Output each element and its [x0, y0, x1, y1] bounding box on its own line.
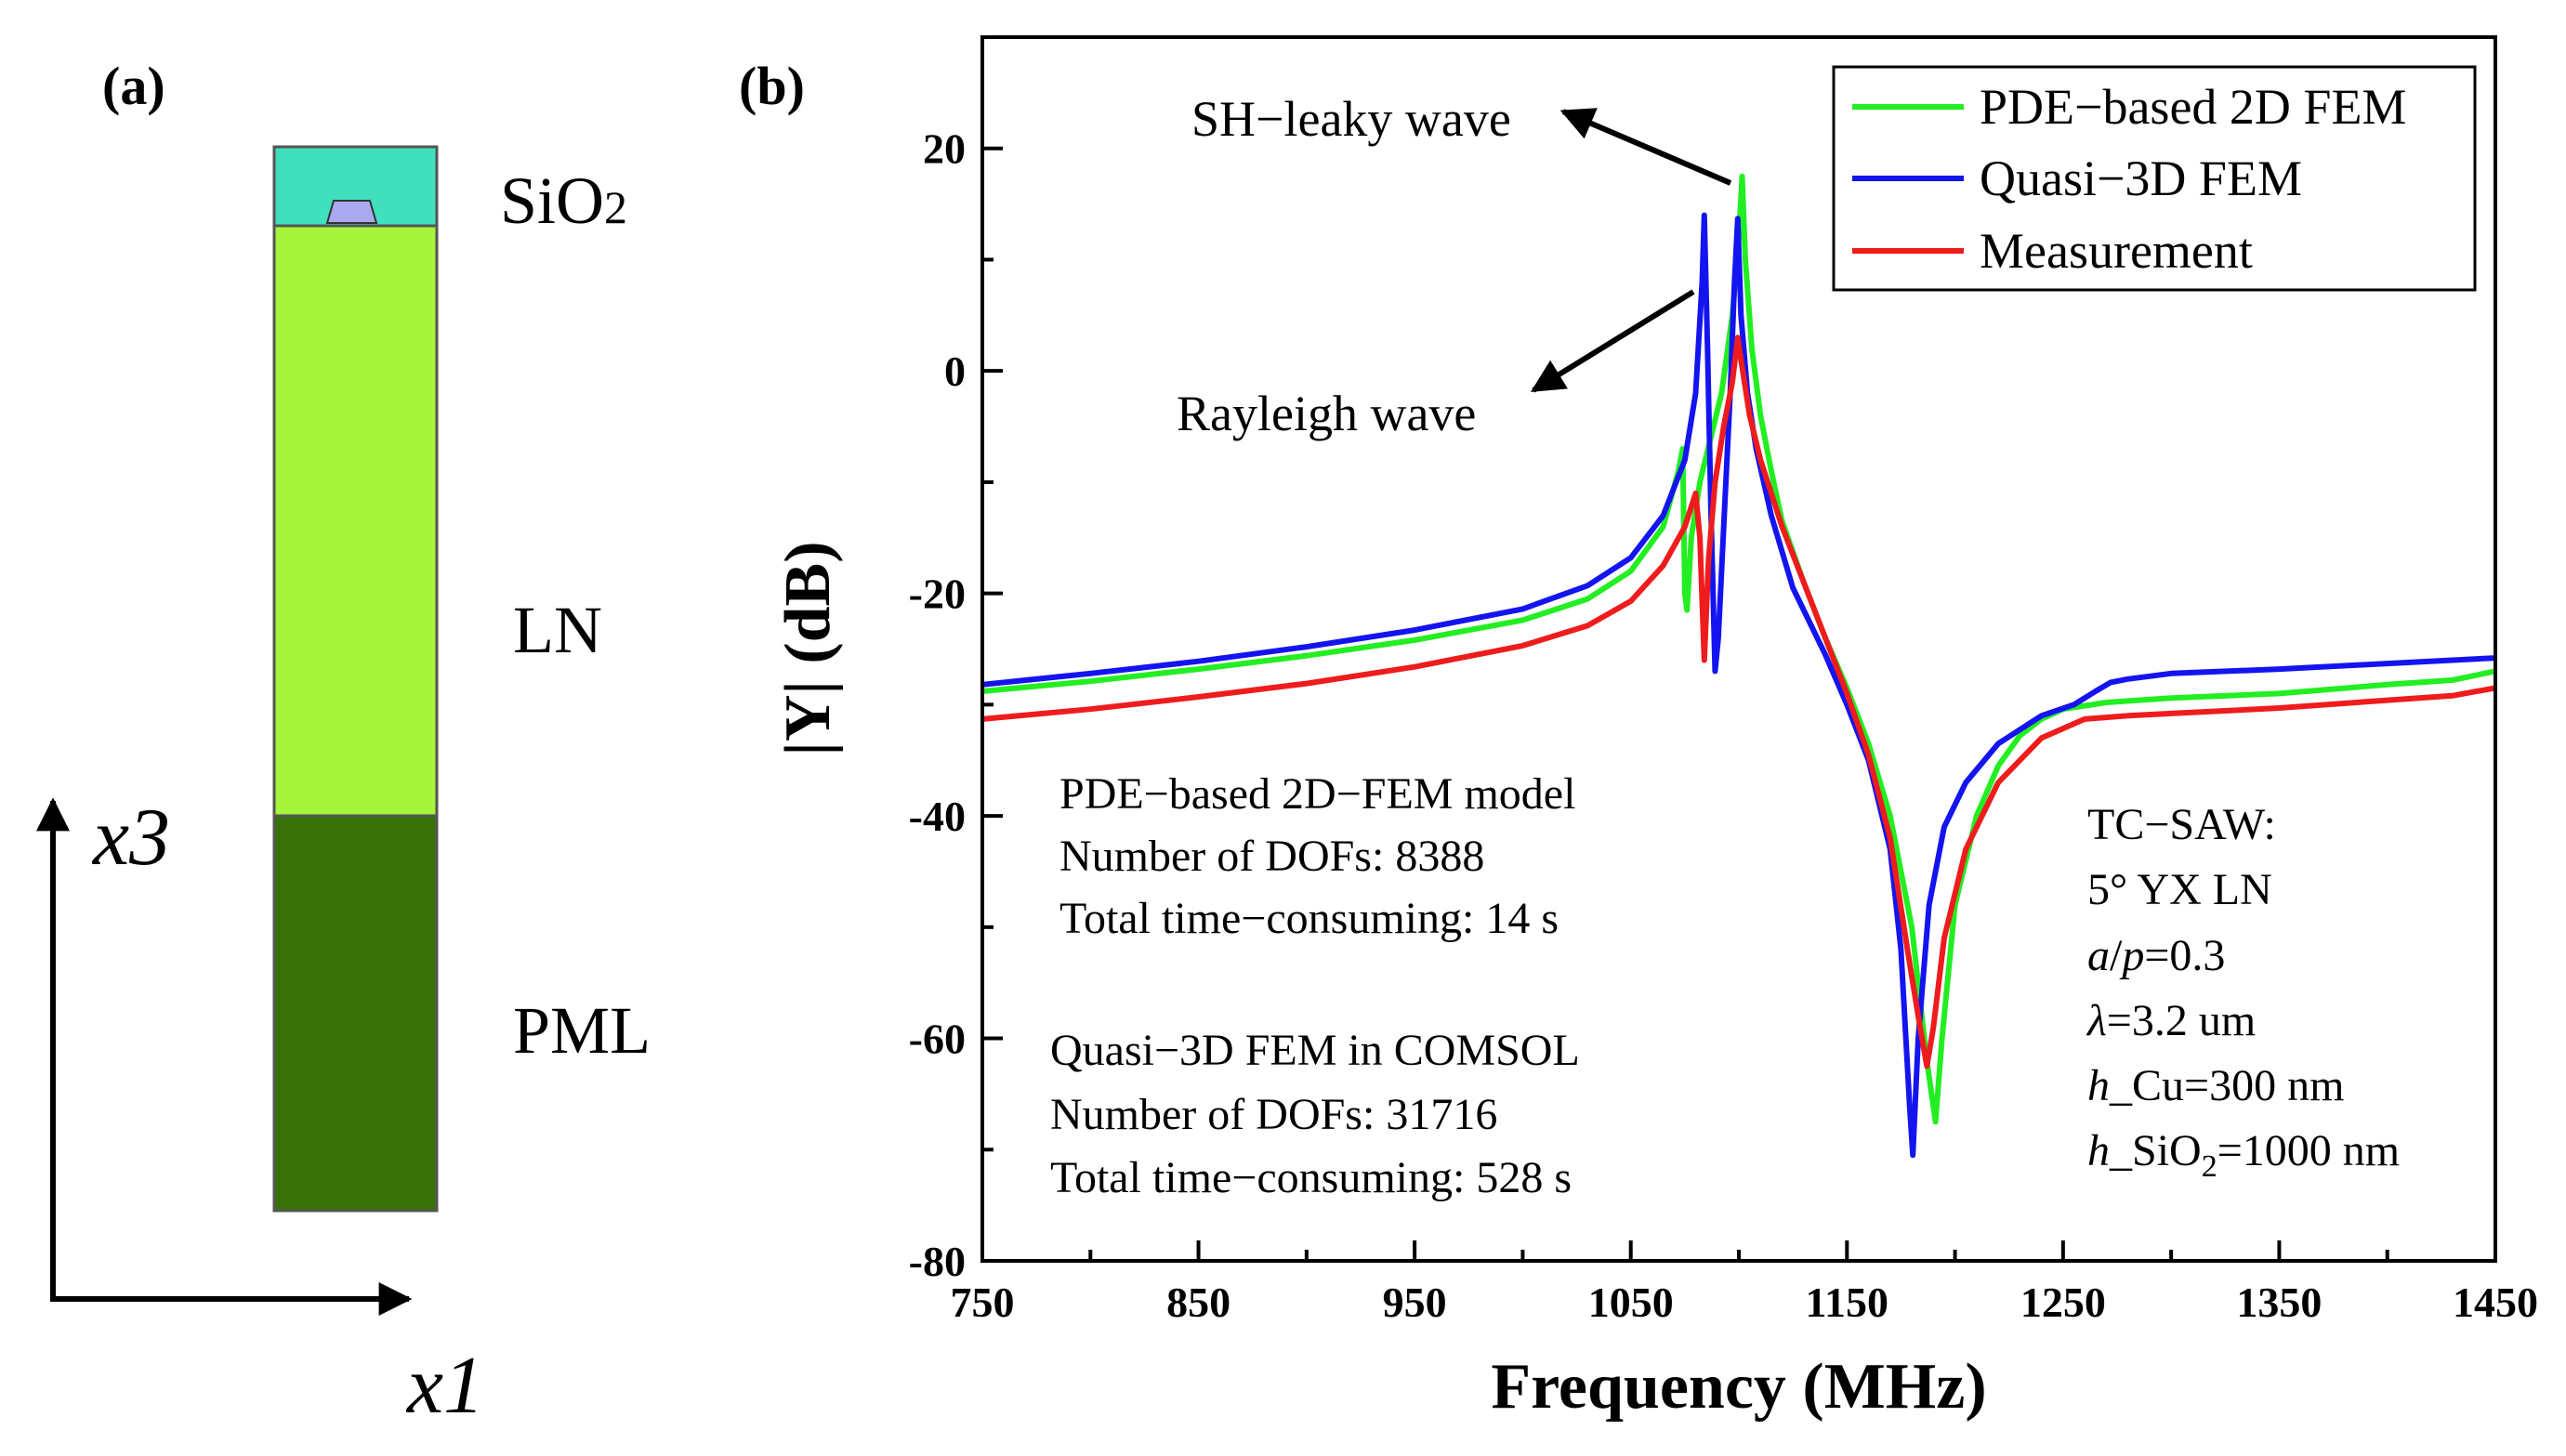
panel-b-label: (b): [739, 56, 805, 116]
y-tick-label: 20: [923, 125, 966, 173]
quasi-block-line-3: Total time−consuming: 528 s: [1050, 1153, 1572, 1202]
tcsaw-hsio2: h_SiO2=1000 nm: [2087, 1126, 2400, 1184]
pde-block-line-2: Number of DOFs: 8388: [1059, 832, 1484, 881]
y-tick-label: 0: [944, 348, 966, 395]
tcsaw-ap-a: a: [2087, 931, 2110, 980]
layer-label-ln: LN: [513, 593, 602, 667]
annotation-rayleigh-wave: Rayleigh wave: [1177, 386, 1476, 441]
pde-block-line-1: PDE−based 2D−FEM model: [1059, 769, 1575, 819]
axis-x3-label: x3: [91, 793, 170, 883]
y-tick-label: -80: [909, 1238, 966, 1285]
legend-label-pde: PDE−based 2D FEM: [1980, 79, 2406, 135]
tcsaw-block: TC−SAW: 5° YX LN a/p=0.3 λ=3.2 um h_Cu=3…: [2086, 800, 2400, 1184]
panel-b: (b) 750 850 950 1050 1150 1250 1350 1450 -80 -60 -…: [739, 35, 2538, 1423]
plot-series: [981, 173, 2496, 1159]
tcsaw-hcu: h_Cu=300 nm: [2087, 1061, 2344, 1110]
y-tick-label: -40: [909, 793, 966, 840]
tcsaw-ap: a/p=0.3: [2087, 931, 2225, 980]
tcsaw-hsio2-main: _SiO: [2109, 1126, 2202, 1175]
legend-label-quasi: Quasi−3D FEM: [1980, 151, 2302, 206]
axis-x1-label: x1: [405, 1341, 484, 1431]
layer-ln: [272, 224, 439, 818]
x-axis-title: Frequency (MHz): [1491, 1351, 1986, 1423]
x-tick-label: 850: [1166, 1279, 1230, 1326]
tcsaw-lambda-value: =3.2 um: [2107, 996, 2256, 1045]
tcsaw-hcu-value: _Cu=300 nm: [2109, 1061, 2344, 1110]
sio2-sub: 2: [604, 181, 627, 233]
electrode: [325, 200, 378, 224]
x-tick-label: 1450: [2453, 1279, 2538, 1326]
layer-pml: [272, 814, 439, 1213]
quasi-block-line-1: Quasi−3D FEM in COMSOL: [1050, 1026, 1580, 1075]
y-tick-label: -20: [909, 571, 966, 618]
tcsaw-lambda: λ=3.2 um: [2086, 996, 2256, 1045]
tcsaw-title: TC−SAW:: [2087, 800, 2276, 849]
tcsaw-ap-slash: /: [2110, 931, 2123, 980]
tcsaw-ap-p: p: [2119, 931, 2144, 980]
tcsaw-hsio2-value: =1000 nm: [2217, 1126, 2400, 1175]
tcsaw-ap-value: =0.3: [2144, 931, 2225, 980]
sio2-main: SiO: [500, 164, 604, 238]
panel-a-label: (a): [102, 56, 165, 116]
tcsaw-lambda-symbol: λ: [2086, 996, 2107, 1045]
series-pde-2d-fem: [981, 173, 2496, 1125]
tcsaw-orientation: 5° YX LN: [2087, 865, 2272, 914]
series-measurement: [981, 334, 2496, 1069]
y-axis-title: |Y| (dB): [772, 541, 844, 755]
layer-label-pml: PML: [513, 993, 651, 1068]
y-tick-label: -60: [909, 1016, 966, 1063]
tcsaw-hcu-h: h: [2087, 1061, 2110, 1110]
layer-label-sio2: SiO2: [500, 164, 627, 238]
x-tick-label: 1350: [2236, 1279, 2322, 1326]
annotation-sh-leaky-wave: SH−leaky wave: [1191, 91, 1511, 147]
tcsaw-hsio2-h: h: [2087, 1126, 2110, 1175]
x-tick-label: 950: [1383, 1279, 1447, 1326]
x-tick-label: 1050: [1588, 1279, 1674, 1326]
quasi-block-line-2: Number of DOFs: 31716: [1050, 1090, 1497, 1139]
x-tick-label: 1150: [1806, 1279, 1888, 1326]
legend-label-measurement: Measurement: [1980, 223, 2253, 279]
x-tick-label: 1250: [2020, 1279, 2106, 1326]
ticks-layer: 750 850 950 1050 1150 1250 1350 1450 -80 -60 -40 -2…: [909, 125, 2538, 1326]
legend: PDE−based 2D FEM Quasi−3D FEM Measuremen…: [1832, 65, 2477, 292]
pde-block-line-3: Total time−consuming: 14 s: [1059, 894, 1559, 943]
arrow-rayleigh: [1530, 289, 1695, 393]
tcsaw-hsio2-sub: 2: [2202, 1149, 2217, 1184]
panel-a: (a) SiO2 LN PML x3 x1: [36, 56, 651, 1431]
arrow-sh-leaky: [1559, 108, 1732, 186]
x-tick-label: 750: [951, 1279, 1015, 1326]
